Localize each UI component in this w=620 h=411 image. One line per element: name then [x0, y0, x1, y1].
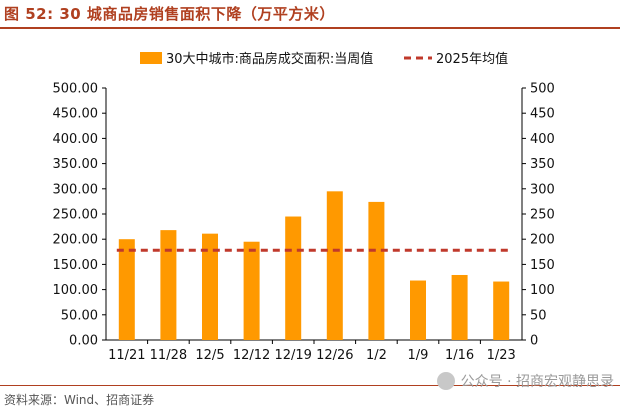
legend-bar-swatch — [140, 52, 162, 64]
x-tick-label: 12/26 — [316, 348, 353, 363]
bar — [243, 241, 260, 340]
legend-bar-label: 30大中城市:商品房成交面积:当周值 — [166, 51, 373, 67]
y-tick-label-right: 50 — [530, 308, 547, 323]
title-rule — [0, 27, 620, 29]
x-tick-label: 1/2 — [366, 348, 387, 363]
x-tick-label: 12/5 — [195, 348, 224, 363]
x-tick-label: 1/16 — [445, 348, 474, 363]
legend: 30大中城市:商品房成交面积:当周值 2025年均值 — [140, 51, 508, 67]
y-tick-label-left: 300.00 — [53, 182, 99, 197]
y-tick-label-right: 150 — [530, 258, 555, 273]
x-axis-labels: 11/21 11/28 12/5 12/12 12/19 12/26 1/2 1/9 1/16 1… — [108, 348, 516, 363]
y-tick-label-left: 400.00 — [53, 132, 99, 147]
bar — [202, 233, 218, 340]
bar — [493, 281, 510, 340]
figure-title: 图 52: 30 城商品房销售面积下降（万平方米） — [4, 5, 335, 23]
y-tick-label-left: 200.00 — [53, 233, 99, 248]
x-tick-label: 12/19 — [274, 348, 311, 363]
bar — [451, 274, 468, 340]
y-tick-label-right: 0 — [530, 334, 538, 349]
y-tick-label-right: 100 — [530, 283, 555, 298]
footer-rule — [0, 385, 620, 386]
x-tick-label: 11/28 — [150, 348, 187, 363]
y-tick-label-right: 450 — [530, 107, 555, 122]
bar-chart: 30大中城市:商品房成交面积:当周值 2025年均值 11/21 11/28 12/… — [53, 51, 555, 363]
x-tick-label: 1/23 — [487, 348, 516, 363]
bar — [410, 280, 426, 340]
y-axis-right-labels: 0 50 100 150 200 250 300 350 400 450 500 — [530, 82, 555, 349]
y-tick-label-left: 250.00 — [53, 208, 99, 223]
bar — [285, 216, 302, 340]
y-tick-label-right: 300 — [530, 182, 555, 197]
y-tick-label-left: 150.00 — [53, 258, 99, 273]
y-tick-label-right: 350 — [530, 157, 555, 172]
bar-series — [118, 191, 510, 340]
bar — [118, 239, 135, 340]
x-tick-label: 11/21 — [108, 348, 145, 363]
x-tick-label: 12/12 — [233, 348, 270, 363]
bar — [326, 191, 343, 340]
watermark: 公众号 · 招商宏观静思录 — [436, 371, 614, 391]
y-tick-label-right: 500 — [530, 82, 555, 97]
wechat-icon — [436, 372, 455, 390]
y-tick-label-left: 50.00 — [61, 308, 98, 323]
y-tick-label-left: 100.00 — [53, 283, 99, 298]
y-tick-label-right: 200 — [530, 233, 555, 248]
watermark-text: 公众号 · 招商宏观静思录 — [460, 374, 614, 390]
y-tick-label-right: 250 — [530, 208, 555, 223]
bar — [368, 201, 385, 340]
source-note: 资料来源：Wind、招商证券 — [4, 393, 155, 407]
legend-avg-label: 2025年均值 — [436, 51, 508, 67]
y-axis-left-labels: 0.00 50.00 100.00 150.00 200.00 250.00 300.00 3… — [53, 82, 99, 349]
y-tick-label-left: 450.00 — [53, 107, 99, 122]
y-tick-label-left: 350.00 — [53, 157, 99, 172]
y-tick-label-right: 400 — [530, 132, 555, 147]
bar — [160, 230, 177, 340]
y-tick-label-left: 500.00 — [53, 82, 99, 97]
y-tick-label-left: 0.00 — [69, 334, 98, 349]
x-tick-label: 1/9 — [408, 348, 429, 363]
